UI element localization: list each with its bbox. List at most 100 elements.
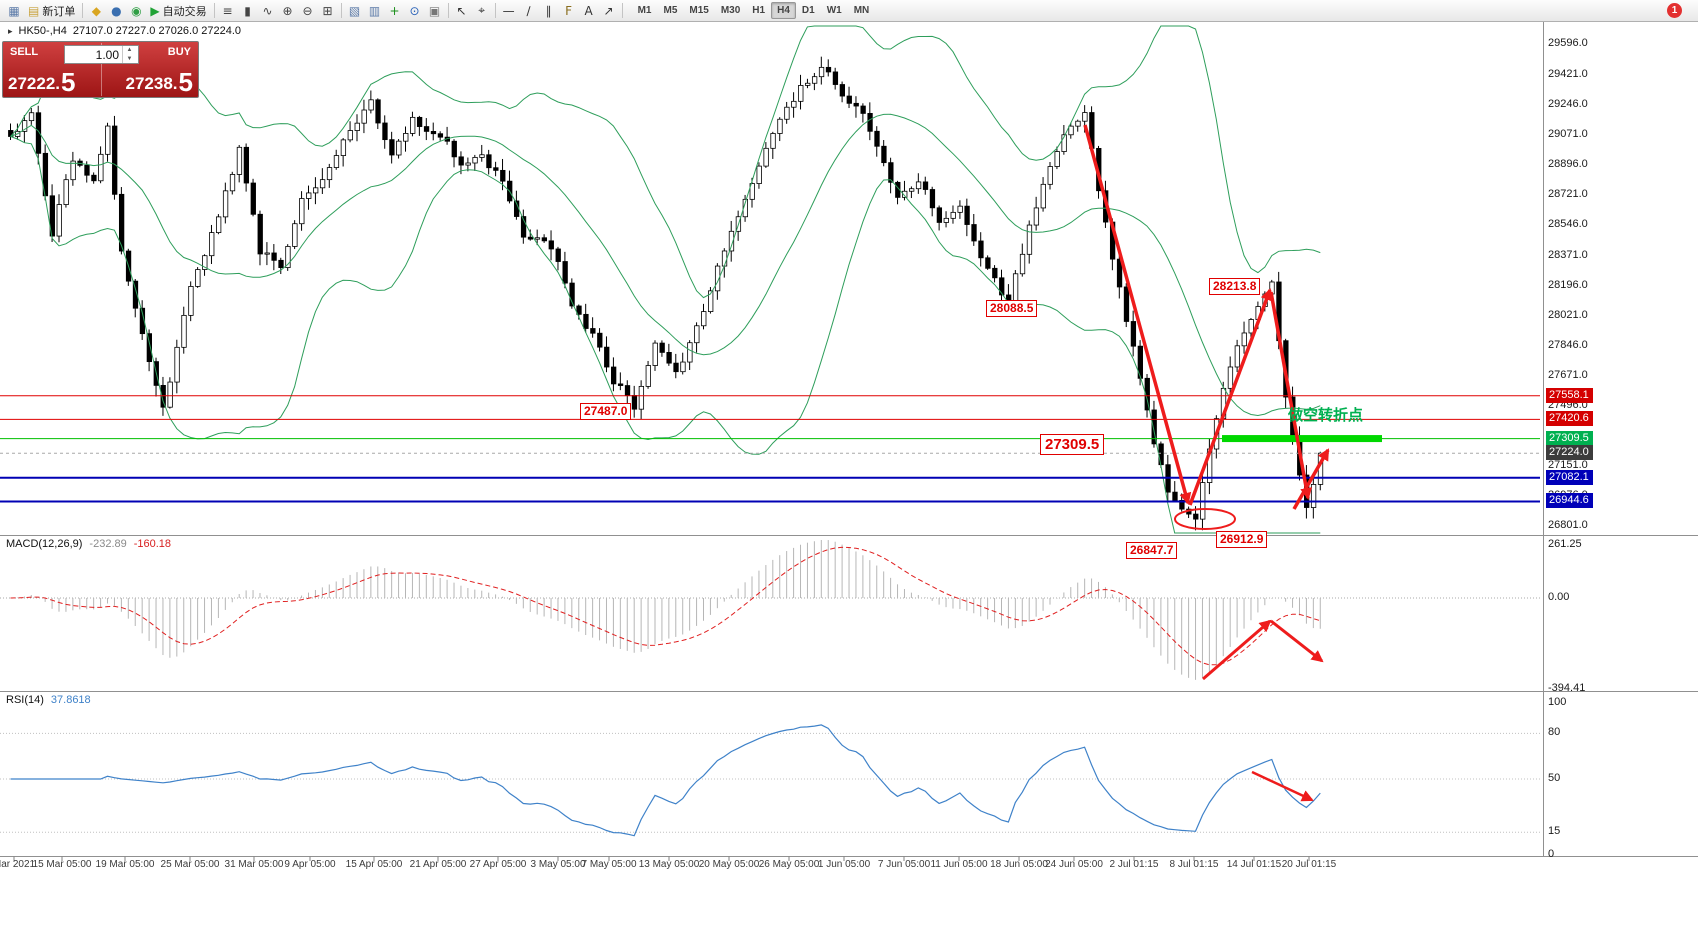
macd-axis-tick: -394.41 [1548,682,1586,695]
price-tick: 28721.0 [1548,188,1588,201]
toolbar-separator [494,3,496,18]
chart-window-icon: ▦ [8,3,20,18]
time-label: 27 Apr 05:00 [469,859,527,870]
arrow-objects-icon[interactable]: ↗ [599,1,619,20]
refresh-icon: ◉ [131,3,142,18]
swing-label-26847: 26847.7 [1126,542,1178,559]
profile-icon: ● [111,3,122,18]
one-click-trading-panel: SELL 27222.5 BUY 27238.5 ▲ ▼ [2,41,199,98]
buy-label: BUY [167,46,191,58]
timeframe-MN[interactable]: MN [853,5,870,16]
lot-decrease-button[interactable]: ▼ [126,55,133,62]
auto-trading-button-label: 自动交易 [162,5,207,18]
chart-ohlc-header: ▸ HK50-,H4 27107.0 27227.0 27026.0 27224… [8,25,241,37]
notifications-badge[interactable]: 1 [1667,3,1682,18]
indicators-window-icon[interactable]: ▧ [345,1,365,20]
toolbar-separator [340,3,342,18]
favorites-icon[interactable]: ◆ [86,1,106,20]
rsi-axis-tick: 100 [1548,696,1567,708]
chart-shift-icon[interactable]: ▥ [365,1,385,20]
price-tick: 28371.0 [1548,248,1588,261]
line-chart-icon: ∿ [262,3,273,18]
candles-chart-icon[interactable]: ▮ [238,1,258,20]
panel-divider [101,43,102,96]
trendline-icon: ∕ [526,3,531,18]
timeframe-bar: M1 M5 M15 M30 H1 H4 D1 W1 MN [632,2,876,19]
price-tag: 27558.1 [1546,387,1593,403]
channel-icon[interactable]: ∥ [539,1,559,20]
arrow-objects-icon: ↗ [603,3,614,18]
time-label: 7 May 05:00 [581,859,637,870]
horizontal-line-icon[interactable]: — [499,1,519,20]
price-axis[interactable]: 29596.0 29421.0 29246.0 29071.0 28896.0 28721… [1546,0,1698,944]
timeframe-W1[interactable]: W1 [826,5,842,16]
line-chart-icon[interactable]: ∿ [258,1,278,20]
price-tag: 27224.0 [1546,445,1593,461]
timeframe-M15[interactable]: M15 [689,5,709,16]
lot-increase-button[interactable]: ▲ [126,47,133,53]
sell-label: SELL [10,46,39,58]
templates-icon[interactable]: ▣ [425,1,445,20]
profile-icon[interactable]: ● [106,1,126,20]
timeframe-D1[interactable]: D1 [801,5,815,16]
swing-label-28088: 28088.5 [986,300,1038,317]
new-order-button[interactable]: ▤ 新订单 [24,1,79,20]
price-tick: 29071.0 [1548,127,1588,140]
chart-window-icon[interactable]: ▦ [4,1,24,20]
toolbar-right: 1 [1667,3,1694,18]
time-label: 20 Jul 01:15 [1281,859,1337,870]
timeframe-H4[interactable]: H4 [771,2,796,19]
refresh-icon[interactable]: ◉ [126,1,146,20]
price-tick: 29596.0 [1548,37,1588,50]
lot-spinner: ▲ ▼ [122,46,136,63]
rsi-name: RSI(14) [6,694,44,706]
tile-windows-icon[interactable]: ⊞ [318,1,338,20]
swing-label-28213: 28213.8 [1209,278,1261,295]
time-label: 2 Jul 01:15 [1109,859,1159,870]
price-tick: 29246.0 [1548,97,1588,110]
toolbar-separator [213,3,215,18]
auto-trading-button: ▶ [150,3,160,18]
periods-icon[interactable]: ⊙ [405,1,425,20]
time-label: 26 May 05:00 [758,859,820,870]
zoom-in-icon[interactable]: ⊕ [278,1,298,20]
price-tag: 27082.1 [1546,469,1593,485]
time-label: 25 Mar 05:00 [160,859,220,870]
time-label: 21 Apr 05:00 [409,859,467,870]
favorites-icon: ◆ [91,3,101,18]
zoom-out-icon[interactable]: ⊖ [298,1,318,20]
sell-button[interactable]: SELL 27222. 5 [3,42,101,97]
timeframe-H1[interactable]: H1 [752,5,766,16]
price-tag: 26944.6 [1546,493,1593,509]
timeframe-M30[interactable]: M30 [720,5,741,16]
add-indicator-icon[interactable]: + [385,1,405,20]
time-label: 15 Apr 05:00 [345,859,403,870]
swing-label-26912: 26912.9 [1216,531,1268,548]
auto-trading-button[interactable]: ▶ 自动交易 [146,1,210,20]
macd-axis-tick: 261.25 [1548,538,1582,550]
buy-button[interactable]: BUY 27238. 5 [100,42,198,97]
macd-label: MACD(12,26,9) -232.89 -160.18 [6,538,171,550]
price-tick: 28021.0 [1548,308,1588,321]
bars-chart-icon[interactable]: ≡ [218,1,238,20]
timeframe-M1[interactable]: M1 [637,5,652,16]
channel-icon: ∥ [545,3,552,18]
price-tick: 26801.0 [1548,519,1588,532]
lot-size-input[interactable] [65,46,122,63]
trendline-icon[interactable]: ∕ [519,1,539,20]
text-icon[interactable]: A [579,1,599,20]
timeframe-M5[interactable]: M5 [663,5,678,16]
fibonacci-icon[interactable]: F [559,1,579,20]
rsi-value: 37.8618 [50,694,91,706]
tile-windows-icon: ⊞ [322,3,333,18]
rsi-axis-tick: 80 [1548,726,1561,739]
symbol-timeframe: HK50-,H4 [18,25,67,37]
time-label: 1 Jun 05:00 [817,859,871,870]
crosshair-icon[interactable]: ⌖ [472,1,492,20]
cursor-icon[interactable]: ↖ [452,1,472,20]
toolbar-separator [447,3,449,18]
rsi-axis-tick: 50 [1548,772,1561,784]
price-tick: 29421.0 [1548,67,1588,80]
